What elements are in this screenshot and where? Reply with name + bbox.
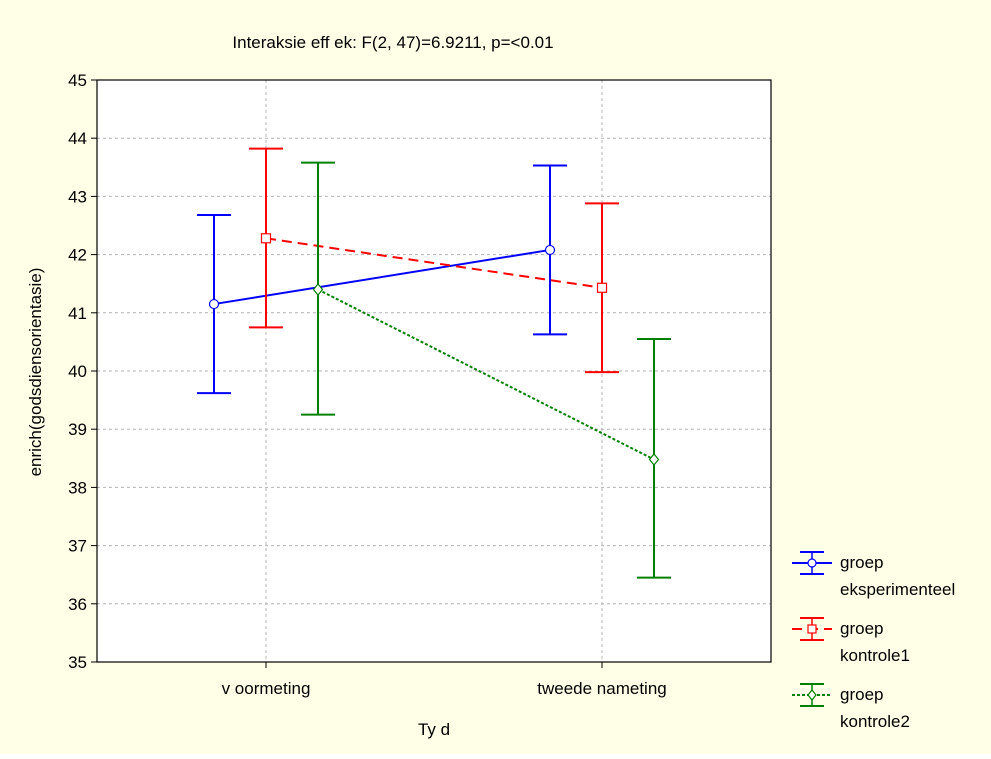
y-tick-label: 36 <box>68 595 87 614</box>
legend-label: groep <box>840 553 883 572</box>
y-tick-label: 45 <box>68 71 87 90</box>
plot-area: 35 36 37 38 39 40 41 42 43 44 45 v oormeting tweede … <box>68 71 772 698</box>
legend-label: groep <box>840 619 883 638</box>
series-1 <box>197 164 567 395</box>
y-tick-label: 37 <box>68 537 87 556</box>
marker-circle <box>208 298 220 310</box>
legend-label: kontrole2 <box>840 712 910 731</box>
series-3 <box>301 161 671 579</box>
y-axis-label: enrich(godsdiensorientasie) <box>26 268 45 477</box>
x-axis-label: Ty d <box>418 720 450 739</box>
y-tick-label: 44 <box>68 129 87 148</box>
legend-item-2: groep kontrole1 <box>792 617 910 665</box>
x-tick-label: tweede nameting <box>537 679 666 698</box>
series-line <box>265 237 603 289</box>
legend-label: groep <box>840 685 883 704</box>
legend-label: kontrole1 <box>840 646 910 665</box>
marker-circle <box>807 558 817 568</box>
marker-diamond <box>648 453 660 466</box>
marker-square <box>807 624 817 634</box>
legend: groep eksperimenteel groep kontrole1 groep ko… <box>792 551 955 731</box>
y-tick-label: 38 <box>68 478 87 497</box>
legend-label: eksperimenteel <box>840 580 955 599</box>
y-tick-label: 43 <box>68 187 87 206</box>
chart-title: Interaksie eff ek: F(2, 47)=6.9211, p=<0… <box>232 33 553 52</box>
series-2 <box>249 147 619 374</box>
legend-item-3: groep kontrole2 <box>792 683 910 731</box>
y-tick-label: 41 <box>68 304 87 323</box>
series-line <box>213 248 551 306</box>
y-tick-label: 42 <box>68 246 87 265</box>
y-tick-label: 35 <box>68 653 87 672</box>
legend-item-1: groep eksperimenteel <box>792 551 955 599</box>
x-tick-label: v oormeting <box>222 679 311 698</box>
y-tick-label: 40 <box>68 362 87 381</box>
marker-diamond <box>807 689 817 701</box>
y-tick-label: 39 <box>68 420 87 439</box>
marker-diamond <box>312 283 324 296</box>
marker-square <box>260 233 272 244</box>
marker-circle <box>544 244 556 256</box>
series-line <box>317 288 655 461</box>
marker-square <box>596 282 608 293</box>
